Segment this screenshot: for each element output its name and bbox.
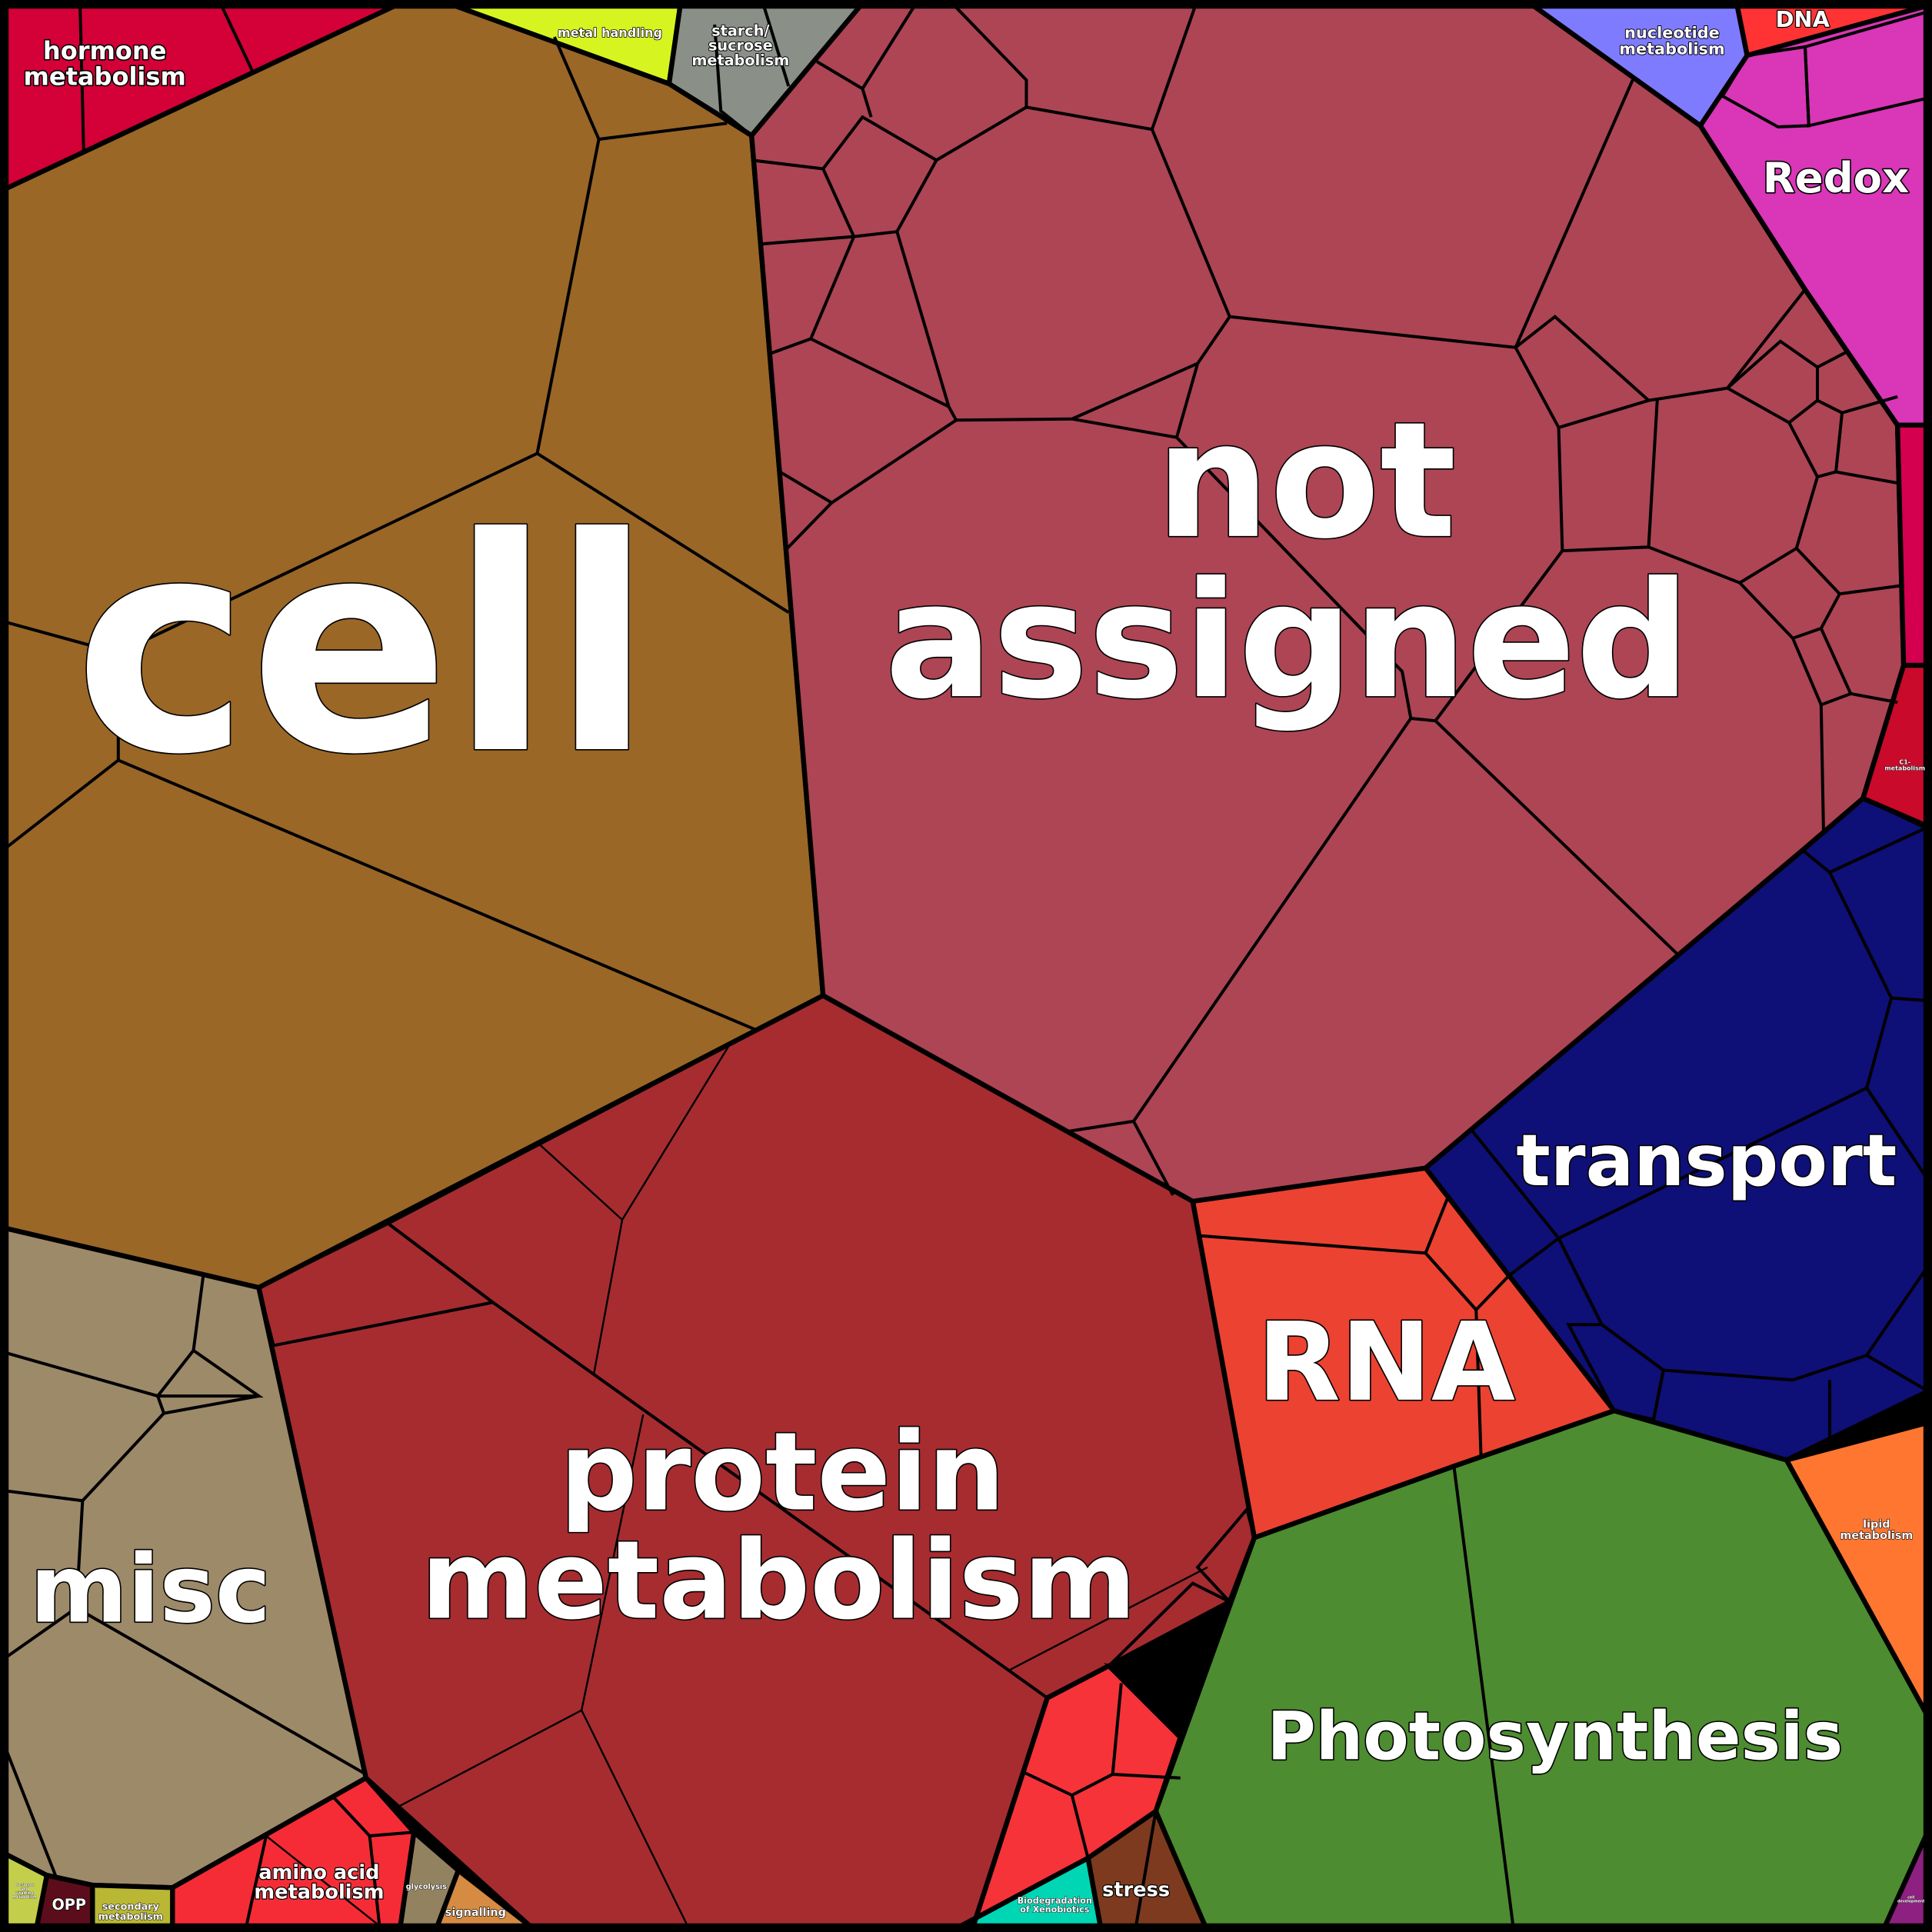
region-cofactor[interactable] <box>3 1851 50 1929</box>
label-opp: OPP <box>52 1896 86 1914</box>
label-lipid-metabolism: lipid metabolism <box>1840 1519 1913 1542</box>
label-protein-metabolism: protein metabolism <box>421 1410 1136 1644</box>
label-c1-metabolism: C1-metabolism <box>1884 758 1925 771</box>
subdivision-lines <box>5 5 1927 1927</box>
label-stress: stress <box>1102 1879 1170 1902</box>
region-pink-strip[interactable] <box>1894 422 1929 668</box>
region-lipid-metabolism[interactable] <box>1784 1421 1929 1716</box>
photosynthesis-subcell <box>1452 1409 1927 1927</box>
label-transport: transport <box>1516 1119 1897 1202</box>
region-small-blue <box>1104 1662 1200 1740</box>
label-biodegradation: Biodegradation of Xenobiotics <box>1018 1896 1092 1914</box>
label-glycolysis: glycolysis <box>406 1883 447 1891</box>
transport-subcell <box>1800 796 1930 874</box>
label-cell: cell <box>74 475 652 819</box>
redox-subcell <box>1720 45 1810 129</box>
label-amino-acid-metabolism: amino acid metabolism <box>254 1861 384 1904</box>
label-misc: misc <box>30 1534 271 1644</box>
label-metal-handling: metal handling <box>558 25 662 40</box>
label-cofactor: Co-factor and vitamine metabolism <box>12 1884 37 1900</box>
label-cell-development: cell development <box>1897 1896 1925 1904</box>
label-photosynthesis: Photosynthesis <box>1267 1699 1843 1776</box>
label-not-assigned: not assigned <box>884 388 1690 734</box>
label-secondary-metabolism: secondary metabolism <box>98 1901 163 1923</box>
label-nucleotide-metabolism: nucleotide metabolism <box>1619 24 1724 58</box>
label-starch-sucrose: starch/sucrose metabolism <box>691 22 789 68</box>
label-hormone-metabolism: hormone metabolism <box>23 36 185 92</box>
protein-subcell-pink <box>1195 1506 1256 1605</box>
region-signalling[interactable] <box>435 1867 533 1929</box>
label-rna: RNA <box>1257 1300 1515 1426</box>
region-cell-development[interactable] <box>1882 1833 1929 1929</box>
label-dna: DNA <box>1776 6 1830 32</box>
label-signalling: signalling <box>445 1907 506 1919</box>
label-redox: Redox <box>1763 153 1909 202</box>
